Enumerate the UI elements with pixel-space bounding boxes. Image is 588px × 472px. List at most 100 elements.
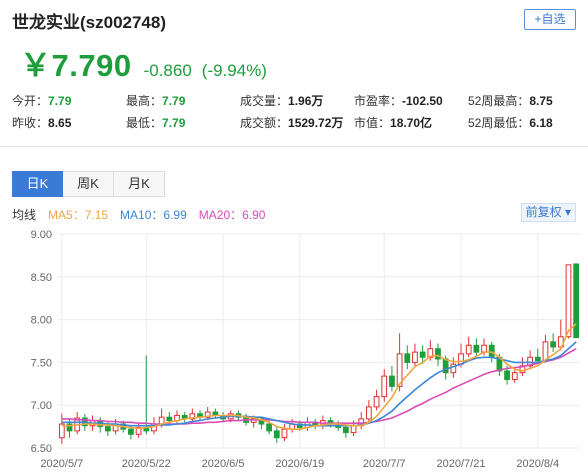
candle-body [381, 375, 388, 398]
stat-label: 今开： [12, 94, 49, 108]
x-tick-label: 2020/7/21 [437, 458, 486, 470]
stat-open: 今开：7.79 [12, 92, 71, 109]
candle-body [266, 423, 272, 432]
candle-body [565, 264, 572, 338]
candle-body [366, 406, 372, 420]
y-tick-label: 8.50 [31, 272, 52, 284]
stat-label: 成交额： [240, 116, 289, 130]
ma-label: 均线 [12, 208, 37, 222]
y-tick-label: 6.50 [31, 443, 52, 455]
candle-body [504, 370, 510, 381]
stat-market-cap: 市值：18.70亿 [354, 114, 432, 131]
tab-weekly-k[interactable]: 周K [63, 171, 114, 197]
candle-body [58, 423, 65, 439]
add-to-watchlist-button[interactable]: +自选 [524, 9, 576, 30]
stat-value: 1.96万 [288, 94, 324, 108]
y-tick-label: 7.50 [31, 357, 52, 369]
stat-low: 最低：7.79 [126, 114, 185, 131]
stat-label: 52周最高： [468, 94, 530, 108]
candle-body [258, 418, 265, 425]
stat-label: 52周最低： [468, 116, 530, 130]
candle-body [296, 423, 303, 428]
moving-average-legend: 均线 MA5：7.15 MA10：6.99 MA20：6.90 [12, 206, 265, 223]
stat-label: 市盈率： [354, 94, 403, 108]
stat-value: 7.79 [48, 94, 72, 108]
stock-title: 世龙实业(sz002748) [12, 13, 167, 32]
stat-value: 8.75 [529, 94, 553, 108]
candle-body [135, 426, 142, 435]
stat-52w-low: 52周最低：6.18 [468, 114, 553, 131]
stat-value: 6.18 [529, 116, 553, 130]
candle-body [189, 413, 196, 420]
stats-panel: 今开：7.79 最高：7.79 成交量：1.96万 市盈率：-102.50 52… [12, 92, 580, 136]
stat-value: 1529.72万 [288, 116, 344, 130]
candle-body [465, 344, 472, 355]
tab-monthly-k[interactable]: 月K [114, 171, 165, 197]
candle-body [488, 344, 495, 358]
x-tick-label: 2020/8/4 [516, 458, 559, 470]
y-tick-label: 8.00 [31, 315, 52, 327]
x-tick-label: 2020/7/7 [363, 458, 406, 470]
candle-body [373, 396, 380, 408]
stat-value: 7.79 [162, 116, 186, 130]
candle-body [404, 353, 411, 363]
stat-52w-high: 52周最高：8.75 [468, 92, 553, 109]
candle-body [527, 356, 533, 367]
ma5-line [61, 323, 577, 430]
price-change: -0.860 [143, 61, 192, 80]
candle-body [350, 425, 357, 434]
ma20-value: MA20：6.90 [198, 208, 266, 222]
price-adjust-dropdown[interactable]: 前复权 ▾ [520, 203, 576, 222]
candle-body [250, 418, 257, 423]
section-divider [0, 146, 588, 147]
x-tick-label: 2020/5/7 [40, 458, 83, 470]
stat-value: 7.79 [162, 94, 186, 108]
stat-label: 市值： [354, 116, 391, 130]
candle-body [204, 411, 211, 418]
candle-body [412, 351, 418, 363]
candle-body [389, 375, 395, 387]
candle-body [435, 348, 441, 360]
current-price: ￥7.790 [20, 48, 132, 83]
candle-body [273, 430, 280, 439]
stat-value: -102.50 [402, 94, 443, 108]
stat-value: 8.65 [48, 116, 72, 130]
x-tick-label: 2020/5/22 [122, 458, 171, 470]
period-tabs: 日K 周K 月K [12, 171, 165, 197]
y-tick-label: 9.00 [31, 229, 52, 241]
tab-daily-k[interactable]: 日K [12, 171, 63, 197]
candle-body [481, 344, 487, 353]
candle-body [473, 344, 480, 353]
candle-body [573, 263, 580, 339]
y-tick-label: 7.00 [31, 400, 52, 412]
candle-body [396, 353, 403, 387]
stat-volume: 成交量：1.96万 [240, 92, 323, 109]
ma10-value: MA10：6.99 [120, 208, 187, 222]
stat-high: 最高：7.79 [126, 92, 185, 109]
stats-row-1: 今开：7.79 最高：7.79 成交量：1.96万 市盈率：-102.50 52… [12, 92, 580, 114]
candle-body [105, 426, 111, 432]
stat-turnover: 成交额：1529.72万 [240, 114, 343, 131]
x-tick-label: 2020/6/19 [275, 458, 324, 470]
stat-label: 最高： [126, 94, 163, 108]
candle-body [534, 356, 541, 362]
stat-value: 18.70亿 [390, 116, 433, 130]
candle-body [128, 428, 134, 435]
candle-body [281, 428, 288, 439]
stat-prev-close: 昨收：8.65 [12, 114, 71, 131]
stat-label: 成交量： [240, 94, 289, 108]
stats-row-2: 昨收：8.65 最低：7.79 成交额：1529.72万 市值：18.70亿 5… [12, 114, 580, 136]
candle-body [166, 416, 173, 422]
x-tick-label: 2020/6/5 [202, 458, 245, 470]
stat-label: 昨收： [12, 116, 49, 130]
stat-label: 最低： [126, 116, 163, 130]
candlestick-chart: 9.00 8.50 8.00 7.50 7.00 6.50 2020/5/7 2020/5/2… [31, 229, 580, 470]
stat-pe-ratio: 市盈率：-102.50 [354, 92, 443, 109]
candle-body [450, 363, 457, 374]
price-change-percent: (-9.94%) [201, 61, 267, 80]
ma20-line [61, 348, 577, 425]
candle-body [419, 351, 426, 358]
candle-body [66, 423, 73, 432]
candle-body [550, 341, 557, 348]
candle-body [342, 426, 349, 434]
